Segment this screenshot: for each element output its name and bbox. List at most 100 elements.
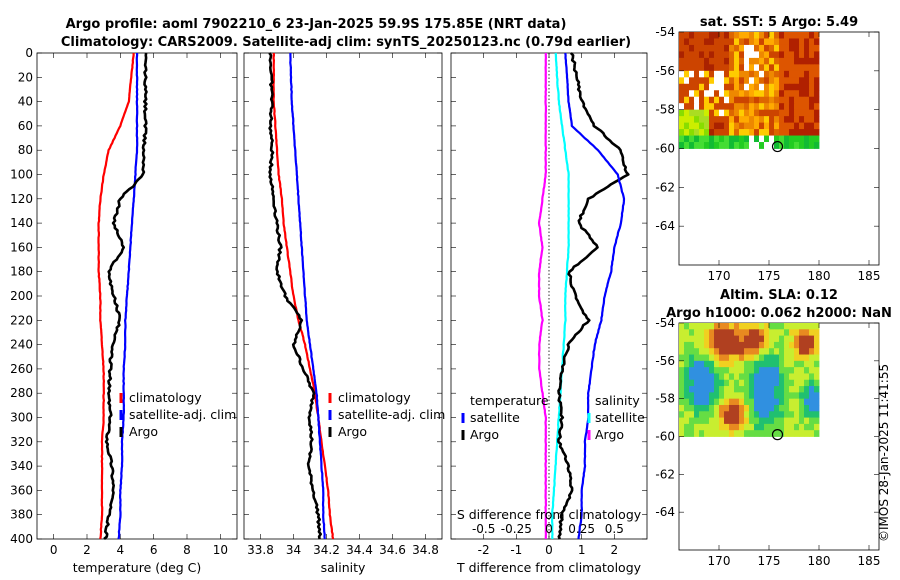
sla-heatmap-cell bbox=[754, 411, 760, 418]
sla-heatmap-cell bbox=[684, 348, 690, 355]
sla-heatmap-cell bbox=[734, 404, 740, 412]
sla-heatmap-cell bbox=[689, 329, 695, 337]
sst-heatmap-cell bbox=[699, 135, 705, 143]
sla-heatmap-cell bbox=[809, 411, 815, 418]
difference-panel: -2 -1 0 1 2 T difference from climatology S di… bbox=[450, 52, 648, 575]
sst-heatmap-cell bbox=[734, 64, 740, 72]
sla-heatmap-cell bbox=[784, 379, 790, 387]
sst-heatmap-cell bbox=[814, 70, 820, 78]
sst-heatmap-cell bbox=[804, 116, 810, 124]
sla-heatmap-cell bbox=[714, 379, 720, 387]
sla-heatmap-cell bbox=[779, 335, 785, 343]
sst-heatmap-cell bbox=[744, 103, 750, 111]
sst-heatmap-cell bbox=[814, 44, 820, 52]
sst-heatmap-cell bbox=[744, 83, 750, 91]
sst-heatmap-cells bbox=[679, 32, 820, 149]
sst-heatmap-cell bbox=[734, 116, 740, 124]
x-tick-label: 175 bbox=[758, 269, 781, 283]
sla-heatmap-cell bbox=[789, 423, 795, 431]
sla-heatmap-cell bbox=[714, 417, 720, 425]
sst-heatmap-cell bbox=[789, 64, 795, 72]
sst-heatmap-cell bbox=[754, 70, 760, 78]
sst-heatmap-cell bbox=[689, 44, 695, 52]
sst-heatmap-cell bbox=[774, 57, 780, 65]
sst-heatmap-cell bbox=[704, 70, 710, 78]
sla-heatmap-cell bbox=[764, 354, 770, 362]
sla-heatmap-cell bbox=[694, 360, 700, 368]
sst-heatmap-cell bbox=[804, 90, 810, 98]
sla-heatmap-cell bbox=[739, 341, 745, 349]
sst-heatmap-cell bbox=[784, 32, 790, 39]
sst-heatmap-cell bbox=[714, 83, 720, 91]
sla-heatmap-cell bbox=[789, 329, 795, 337]
sla-heatmap-cell bbox=[734, 329, 740, 337]
sst-heatmap-cell bbox=[704, 32, 710, 39]
sla-heatmap-cell bbox=[814, 367, 820, 374]
sst-heatmap-cell bbox=[784, 96, 790, 104]
sst-heatmap-cell bbox=[779, 57, 785, 65]
sst-heatmap-cell bbox=[679, 83, 685, 91]
sla-heatmap-cell bbox=[809, 348, 815, 355]
y-tick-label: -64 bbox=[655, 219, 675, 233]
sst-heatmap-cell bbox=[684, 96, 690, 104]
sla-heatmap-cell bbox=[709, 367, 715, 374]
sst-heatmap-cell bbox=[724, 129, 730, 136]
y-tick-label: 0 bbox=[25, 46, 33, 60]
sst-heatmap-cell bbox=[784, 142, 790, 149]
sst-heatmap-cell bbox=[714, 57, 720, 65]
sla-heatmap-cell bbox=[744, 341, 750, 349]
sst-heatmap-cell bbox=[779, 129, 785, 136]
sla-heatmap-cell bbox=[769, 335, 775, 343]
sst-heatmap-cell bbox=[794, 103, 800, 111]
sst-heatmap-cell bbox=[764, 129, 770, 136]
sla-heatmap-cell bbox=[754, 430, 760, 437]
sla-heatmap-cell bbox=[809, 430, 815, 437]
legend-entry: satellite-adj. clim bbox=[129, 407, 236, 422]
sla-heatmap-cell bbox=[754, 398, 760, 406]
sla-heatmap-cell bbox=[794, 329, 800, 337]
sla-heatmap-cell bbox=[714, 373, 720, 381]
sla-heatmap-cell bbox=[789, 392, 795, 400]
x-tick-label: 34.4 bbox=[346, 543, 373, 557]
sla-heatmap-cell bbox=[804, 341, 810, 349]
sst-heatmap-cell bbox=[774, 109, 780, 117]
series-line-satellite-adj-clim bbox=[289, 53, 326, 540]
sla-heatmap-cell bbox=[784, 404, 790, 412]
sst-heatmap-cell bbox=[719, 51, 725, 59]
sla-heatmap-cell bbox=[694, 386, 700, 393]
sla-heatmap-cell bbox=[739, 360, 745, 368]
sla-heatmap-cell bbox=[714, 360, 720, 368]
sst-heatmap-cell bbox=[729, 96, 735, 104]
sla-heatmap-cell bbox=[814, 411, 820, 418]
sst-heatmap-cell bbox=[714, 90, 720, 98]
sla-heatmap-cell bbox=[754, 417, 760, 425]
sla-heatmap-cell bbox=[679, 398, 685, 406]
sst-heatmap-cell bbox=[779, 96, 785, 104]
sst-heatmap-cell bbox=[754, 109, 760, 117]
sla-heatmap-cell bbox=[764, 423, 770, 431]
sst-heatmap-cell bbox=[719, 116, 725, 124]
sst-heatmap-cell bbox=[694, 38, 700, 46]
x-tick-label: 34.8 bbox=[412, 543, 439, 557]
sla-heatmap-cell bbox=[739, 398, 745, 406]
sla-heatmap-cell bbox=[734, 360, 740, 368]
sst-heatmap-cell bbox=[709, 122, 715, 130]
sla-heatmap-cell bbox=[719, 392, 725, 400]
sla-heatmap-cell bbox=[689, 411, 695, 418]
sst-heatmap-cell bbox=[734, 77, 740, 85]
sst-heatmap-cell bbox=[714, 122, 720, 130]
sla-heatmap-cell bbox=[749, 348, 755, 355]
sla-heatmap-cell bbox=[684, 411, 690, 418]
sst-heatmap-cell bbox=[759, 109, 765, 117]
sla-heatmap-cell bbox=[779, 430, 785, 437]
sla-heatmap-cell bbox=[804, 404, 810, 412]
sst-heatmap-cell bbox=[694, 116, 700, 124]
sla-heatmap-cell bbox=[724, 360, 730, 368]
sst-heatmap-cell bbox=[719, 32, 725, 39]
sla-heatmap-cell bbox=[804, 411, 810, 418]
sla-heatmap-cell bbox=[759, 360, 765, 368]
sst-heatmap-cell bbox=[719, 90, 725, 98]
x-axis-label: salinity bbox=[321, 560, 366, 575]
sla-heatmap-cell bbox=[809, 398, 815, 406]
sla-heatmap-cell bbox=[784, 348, 790, 355]
